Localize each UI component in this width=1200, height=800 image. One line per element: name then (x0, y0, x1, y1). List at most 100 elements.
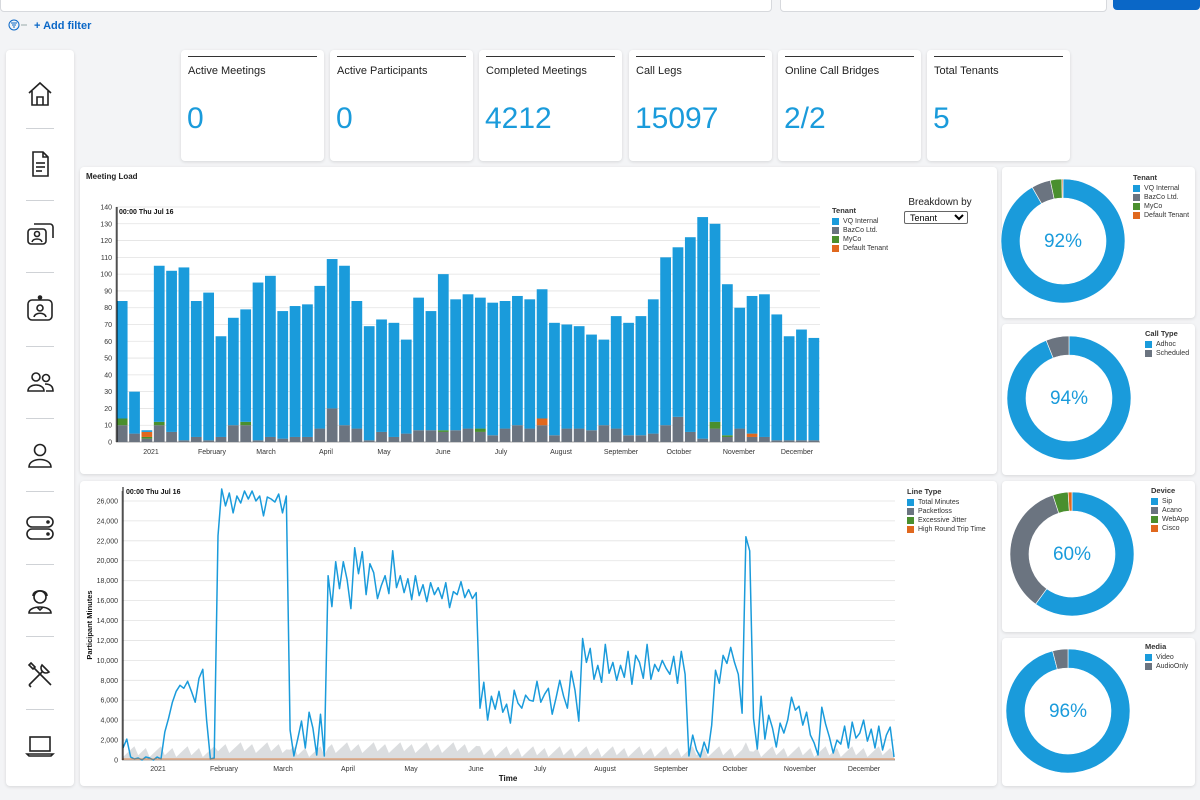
call-type-donut-percent: 94% (1049, 388, 1089, 409)
x-tick-label: April (319, 449, 333, 456)
bar-vq-internal (561, 324, 573, 429)
kpi-active-participants[interactable]: Active Participants 0 (330, 50, 473, 161)
apply-button[interactable] (1113, 0, 1200, 10)
y-tick-label: 2,000 (100, 738, 118, 745)
legend-item[interactable]: Excessive Jitter (907, 516, 986, 525)
bar-bazco-ltd- (129, 433, 140, 442)
participant-minutes-chart[interactable]: 0 2,000 4,000 6,000 8,000 10,000 12,000 14,000 1… (80, 481, 997, 786)
x-tick-label: May (377, 449, 391, 456)
x-tick-label: May (404, 766, 418, 773)
legend-item[interactable]: Default Tenant (832, 244, 888, 253)
nav-tools-icon[interactable] (20, 654, 60, 694)
bar-bazco-ltd- (746, 436, 758, 442)
legend-item[interactable]: Adhoc (1145, 340, 1189, 349)
bar-vq-internal (635, 316, 647, 436)
legend-item[interactable]: Video (1145, 653, 1188, 662)
legend-item[interactable]: BazCo Ltd. (1133, 193, 1189, 202)
bar-bazco-ltd- (796, 440, 807, 442)
bar-bazco-ltd- (178, 440, 190, 442)
tenant-donut-percent: 92% (1043, 231, 1083, 252)
cursor-label: 00:00 Thu Jul 16 (126, 489, 181, 496)
bar-vq-internal (573, 326, 585, 429)
meeting-load-chart[interactable]: 0 10 20 30 40 50 60 70 80 90 100 110 120 130 140 2021 Fe… (80, 167, 997, 474)
legend-item[interactable]: Cisco (1151, 524, 1189, 533)
bar-bazco-ltd- (240, 425, 252, 442)
kpi-total-tenants[interactable]: Total Tenants 5 (927, 50, 1070, 161)
nav-user-icon[interactable] (20, 435, 60, 475)
legend-item[interactable]: MyCo (1133, 202, 1189, 211)
bar-vq-internal (141, 430, 153, 432)
kpi-completed-meetings[interactable]: Completed Meetings 4212 (479, 50, 622, 161)
date-range-input[interactable] (780, 0, 1107, 12)
bar-bazco-ltd- (709, 428, 721, 442)
kpi-label: Active Participants (337, 65, 428, 77)
bar-vq-internal (450, 299, 462, 431)
nav-report-icon[interactable] (20, 144, 60, 184)
bar-bazco-ltd- (524, 428, 536, 442)
legend-item[interactable]: BazCo Ltd. (832, 226, 888, 235)
x-tick-label: March (256, 449, 276, 456)
nav-home-icon[interactable] (20, 74, 60, 114)
x-tick-label: December (781, 449, 814, 456)
bar-vq-internal (277, 311, 289, 439)
meeting-load-title: Meeting Load (86, 172, 138, 181)
slice-sip (1035, 491, 1135, 617)
bar-bazco-ltd- (252, 440, 264, 442)
nav-server-icon[interactable] (20, 508, 60, 548)
breakdown-select[interactable]: Tenant (904, 211, 968, 224)
add-filter-label[interactable]: + Add filter (34, 20, 92, 32)
bar-bazco-ltd- (462, 428, 474, 442)
legend-item[interactable]: Default Tenant (1133, 211, 1189, 220)
legend-item[interactable]: VQ Internal (1133, 184, 1189, 193)
bar-vq-internal (623, 322, 634, 436)
bar-vq-internal (116, 301, 128, 419)
nav-users-group-icon[interactable] (20, 362, 60, 402)
add-filter[interactable]: + Add filter (8, 18, 91, 34)
legend-item[interactable]: Total Minutes (907, 498, 986, 507)
y-tick-label: 4,000 (100, 718, 118, 725)
legend-item[interactable]: WebApp (1151, 515, 1189, 524)
legend-item[interactable]: Sip (1151, 497, 1189, 506)
bar-vq-internal (326, 259, 338, 409)
y-tick-label: 24,000 (97, 518, 119, 525)
kpi-online-call-bridges[interactable]: Online Call Bridges 2/2 (778, 50, 921, 161)
bar-bazco-ltd- (512, 425, 523, 442)
bar-vq-internal (610, 316, 622, 429)
kpi-value: 4212 (485, 102, 552, 135)
kpi-call-legs[interactable]: Call Legs 15097 (629, 50, 772, 161)
legend-item[interactable]: High Round Trip Time (907, 525, 986, 534)
bar-bazco-ltd- (203, 440, 215, 442)
total-minutes-line (122, 488, 895, 761)
bar-bazco-ltd- (586, 430, 597, 442)
kpi-value: 0 (187, 102, 204, 135)
x-tick-label: June (468, 766, 483, 773)
legend-item[interactable]: Packetloss (907, 507, 986, 516)
y-tick-label: 30 (104, 389, 112, 396)
bar-bazco-ltd- (561, 428, 573, 442)
nav-laptop-icon[interactable] (20, 726, 60, 766)
y-tick-label: 10,000 (97, 658, 119, 665)
x-tick-label: August (594, 766, 616, 773)
search-input[interactable] (0, 0, 772, 12)
y-tick-label: 0 (114, 758, 118, 765)
legend-item[interactable]: AudioOnly (1145, 662, 1188, 671)
bar-bazco-ltd- (227, 425, 239, 442)
kpi-active-meetings[interactable]: Active Meetings 0 (181, 50, 324, 161)
legend-item[interactable]: Acano (1151, 506, 1189, 515)
legend-item[interactable]: Scheduled (1145, 349, 1189, 358)
nav-meeting-chat-icon[interactable] (20, 216, 60, 256)
y-tick-label: 20,000 (97, 558, 119, 565)
kpi-value: 0 (336, 102, 353, 135)
bar-vq-internal (721, 284, 733, 436)
legend-item[interactable]: MyCo (832, 235, 888, 244)
bar-vq-internal (363, 326, 375, 441)
y-tick-label: 22,000 (97, 538, 119, 545)
legend-item[interactable]: VQ Internal (832, 217, 888, 226)
y-tick-label: 26,000 (97, 498, 119, 505)
nav-video-device-icon[interactable] (20, 290, 60, 330)
nav-support-agent-icon[interactable] (20, 581, 60, 621)
bar-vq-internal (512, 295, 523, 426)
cursor-label: 00:00 Thu Jul 16 (119, 209, 174, 216)
breakdown-label: Breakdown by (908, 197, 972, 208)
